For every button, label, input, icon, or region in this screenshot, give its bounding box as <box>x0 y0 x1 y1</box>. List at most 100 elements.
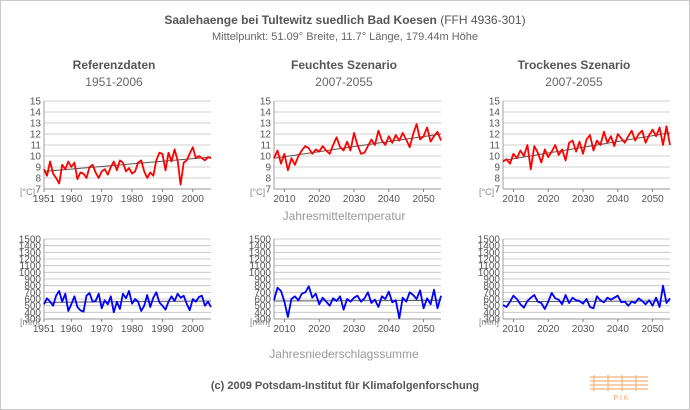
y-tick-label: 13 <box>489 119 501 130</box>
trend-line <box>273 299 442 302</box>
x-tick-label: 2020 <box>308 324 331 335</box>
column-range-dry: 2007-2055 <box>545 75 603 89</box>
y-tick-label: 8 <box>265 174 271 185</box>
chart-panel-5: 3004005006007008009001000110012001300140… <box>478 235 671 335</box>
y-tick-label: 9 <box>35 163 41 174</box>
x-tick-label: 2040 <box>607 324 630 335</box>
y-tick-label: 1500 <box>478 235 501 246</box>
y-tick-label: 700 <box>483 288 500 299</box>
y-tick-label: 13 <box>30 119 42 130</box>
y-tick-label: 1200 <box>19 255 42 266</box>
y-tick-label: 900 <box>254 275 271 286</box>
chart-panel-3: 3004005006007008009001000110012001300140… <box>19 235 212 335</box>
x-tick-label: 1970 <box>91 324 114 335</box>
y-tick-label: 7 <box>35 185 41 196</box>
y-tick-label: 1100 <box>19 261 41 272</box>
y-tick-label: 10 <box>489 152 501 163</box>
series-line <box>43 290 212 314</box>
y-tick-label: 1000 <box>19 268 42 279</box>
y-tick-label: 900 <box>24 275 41 286</box>
y-tick-label: 500 <box>24 301 41 312</box>
y-tick-label: 400 <box>483 308 500 319</box>
column-range-reference: 1951-2006 <box>85 75 143 89</box>
site-subtitle: Mittelpunkt: 51.09° Breite, 11.7° Länge,… <box>211 31 479 43</box>
pik-logo-text: P I K <box>613 395 628 402</box>
x-tick-label: 2050 <box>641 324 664 335</box>
y-tick-label: 300 <box>24 315 41 326</box>
y-tick-label: 10 <box>30 152 42 163</box>
x-tick-label: 2010 <box>273 194 296 205</box>
caption-precipitation: Jahresniederschlagssumme <box>269 347 419 361</box>
x-tick-label: 2030 <box>572 324 595 335</box>
x-tick-label: 2010 <box>502 194 525 205</box>
y-tick-label: 15 <box>260 97 272 108</box>
main-title: Saalehaenge bei Tultewitz suedlich Bad K… <box>164 13 526 27</box>
y-tick-label: 14 <box>489 108 501 119</box>
y-tick-label: 8 <box>35 174 41 185</box>
chart-panel-4: 3004005006007008009001000110012001300140… <box>249 235 442 335</box>
caption-temperature: Jahresmitteltemperatur <box>282 209 406 223</box>
y-tick-label: 800 <box>483 281 500 292</box>
y-tick-label: 600 <box>483 295 500 306</box>
y-tick-label: 1100 <box>478 261 500 272</box>
series-line <box>43 146 212 186</box>
y-tick-label: 11 <box>490 141 501 152</box>
x-tick-label: 2020 <box>308 194 331 205</box>
y-tick-label: 1300 <box>249 248 272 259</box>
y-tick-label: 1200 <box>249 255 272 266</box>
y-unit-label: [mm] <box>20 317 40 327</box>
x-tick-label: 1960 <box>60 194 83 205</box>
x-tick-label: 2040 <box>378 324 401 335</box>
pik-logo: P I K <box>590 375 648 402</box>
y-unit-label: [°C] <box>479 187 494 197</box>
y-tick-label: 700 <box>254 288 271 299</box>
y-unit-label: [mm] <box>479 317 499 327</box>
y-tick-label: 1000 <box>249 268 272 279</box>
y-tick-label: 1500 <box>249 235 272 246</box>
x-tick-label: 1990 <box>151 324 174 335</box>
copyright-notice: (c) 2009 Potsdam-Institut für Klimafolge… <box>210 380 480 392</box>
x-tick-label: 2030 <box>343 194 366 205</box>
y-tick-label: 1300 <box>19 248 42 259</box>
y-tick-label: 800 <box>24 281 41 292</box>
y-tick-label: 300 <box>483 315 500 326</box>
y-tick-label: 14 <box>30 108 42 119</box>
y-tick-label: 7 <box>494 185 500 196</box>
y-tick-label: 1200 <box>478 255 501 266</box>
x-tick-label: 2050 <box>412 194 435 205</box>
y-tick-label: 700 <box>24 288 41 299</box>
y-tick-label: 1400 <box>249 241 272 252</box>
x-tick-label: 1980 <box>121 194 144 205</box>
y-tick-label: 1100 <box>249 261 271 272</box>
y-tick-label: 1000 <box>478 268 501 279</box>
x-tick-label: 2050 <box>412 324 435 335</box>
x-tick-label: 2030 <box>343 324 366 335</box>
x-tick-label: 2010 <box>273 324 296 335</box>
series-line <box>502 125 671 171</box>
y-tick-label: 600 <box>24 295 41 306</box>
y-tick-label: 400 <box>24 308 41 319</box>
y-tick-label: 1500 <box>19 235 42 246</box>
y-unit-label: [mm] <box>250 317 270 327</box>
y-tick-label: 500 <box>483 301 500 312</box>
x-tick-label: 2040 <box>378 194 401 205</box>
y-tick-label: 9 <box>265 163 271 174</box>
x-tick-label: 1980 <box>121 324 144 335</box>
y-tick-label: 15 <box>489 97 501 108</box>
y-tick-label: 10 <box>260 152 272 163</box>
y-tick-label: 900 <box>483 275 500 286</box>
y-tick-label: 500 <box>254 301 271 312</box>
y-tick-label: 7 <box>265 185 271 196</box>
y-unit-label: [°C] <box>20 187 35 197</box>
x-tick-label: 1990 <box>151 194 174 205</box>
y-tick-label: 9 <box>494 163 500 174</box>
y-tick-label: 14 <box>260 108 272 119</box>
series-line <box>273 285 442 320</box>
y-tick-label: 11 <box>31 141 42 152</box>
y-tick-label: 600 <box>254 295 271 306</box>
series-line <box>273 123 442 172</box>
